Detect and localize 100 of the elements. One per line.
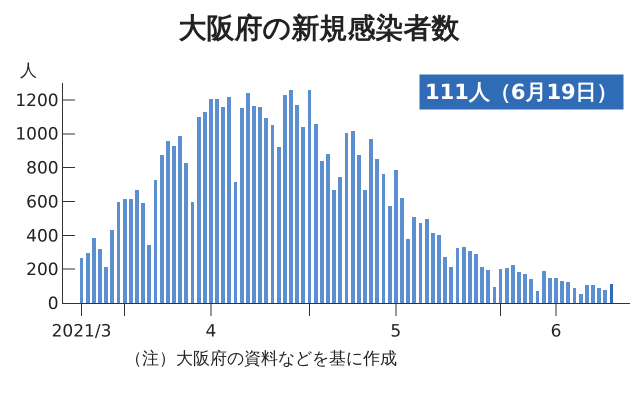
bar (566, 282, 570, 303)
bar (320, 161, 324, 303)
bar (382, 174, 385, 303)
bar (154, 180, 157, 303)
bar (117, 202, 120, 303)
bar (215, 99, 219, 303)
bar (388, 206, 392, 303)
bar (499, 269, 502, 303)
bar (289, 90, 293, 303)
bar (554, 278, 558, 303)
bar (240, 108, 244, 303)
bar (166, 141, 170, 303)
bar (277, 147, 281, 303)
x-tick-label: 2021/3 (52, 321, 112, 342)
bar (314, 124, 318, 303)
y-axis-title: 人 (20, 61, 37, 81)
bar (505, 268, 509, 303)
bar (110, 230, 114, 303)
bar (375, 159, 379, 303)
bar (129, 199, 133, 303)
y-tick-label: 1000 (15, 124, 59, 145)
bar (86, 253, 90, 303)
bar (610, 284, 613, 303)
bar (523, 274, 527, 303)
bar (191, 202, 194, 303)
bar (172, 146, 176, 303)
bar (560, 281, 564, 303)
bar (92, 238, 96, 303)
bar (419, 223, 422, 303)
bar (332, 190, 336, 303)
bar (542, 271, 546, 303)
bar (456, 248, 459, 303)
bar (301, 127, 305, 303)
bar (345, 133, 348, 303)
bar (394, 170, 398, 303)
bar (184, 163, 188, 303)
y-tick-label: 600 (26, 192, 59, 212)
bar (135, 190, 139, 303)
bar (123, 199, 127, 303)
y-tick-label: 800 (26, 158, 59, 179)
bar (271, 125, 274, 303)
bar (493, 287, 496, 303)
bar (283, 95, 287, 303)
bar (573, 288, 576, 303)
bar (603, 290, 607, 303)
bar (579, 294, 583, 303)
bar (369, 139, 373, 303)
annotation: 111人（6月19日） (425, 80, 618, 104)
bar (400, 198, 404, 303)
text: （注）大阪府の資料などを基に作成 (125, 349, 397, 369)
bar (462, 247, 466, 303)
bar (295, 105, 299, 303)
bar (437, 235, 441, 303)
bar (252, 106, 256, 303)
bar (351, 131, 355, 303)
bar (178, 136, 182, 303)
bar (591, 285, 595, 303)
bar (480, 267, 484, 303)
bar (449, 267, 453, 303)
bar (104, 267, 108, 303)
bar (246, 93, 250, 303)
bar (258, 107, 262, 303)
y-tick-label: 200 (26, 260, 59, 280)
bar (141, 203, 145, 303)
bar (425, 219, 429, 303)
y-tick-label: 1200 (15, 90, 59, 111)
chart-title: 大阪府の新規感染者数 (178, 12, 460, 45)
bar (486, 270, 490, 303)
bar (234, 182, 237, 303)
bar (227, 97, 231, 303)
bar (511, 265, 515, 303)
bar (160, 155, 164, 303)
x-tick-label: 5 (390, 321, 402, 342)
bar (203, 112, 207, 303)
bar (474, 254, 478, 303)
bar (264, 118, 268, 303)
bar (363, 190, 367, 303)
bar (585, 285, 589, 303)
y-tick-label: 400 (26, 226, 59, 246)
bar (529, 279, 533, 303)
bar (406, 239, 410, 303)
bar (443, 257, 447, 303)
bar (412, 217, 416, 303)
bar (98, 249, 102, 303)
bar (209, 99, 213, 303)
bar (468, 251, 472, 303)
bar (431, 233, 435, 303)
x-tick-label: 6 (550, 321, 562, 342)
bar (326, 154, 330, 303)
bar (517, 272, 521, 303)
bar (147, 245, 151, 303)
bar (338, 177, 342, 303)
bar (221, 107, 225, 303)
bar (597, 288, 601, 303)
bar (308, 90, 311, 303)
bar (80, 258, 83, 303)
y-tick-label: 0 (48, 294, 59, 314)
x-tick-label: 4 (205, 321, 216, 342)
bar (357, 155, 361, 303)
bar (548, 278, 552, 303)
